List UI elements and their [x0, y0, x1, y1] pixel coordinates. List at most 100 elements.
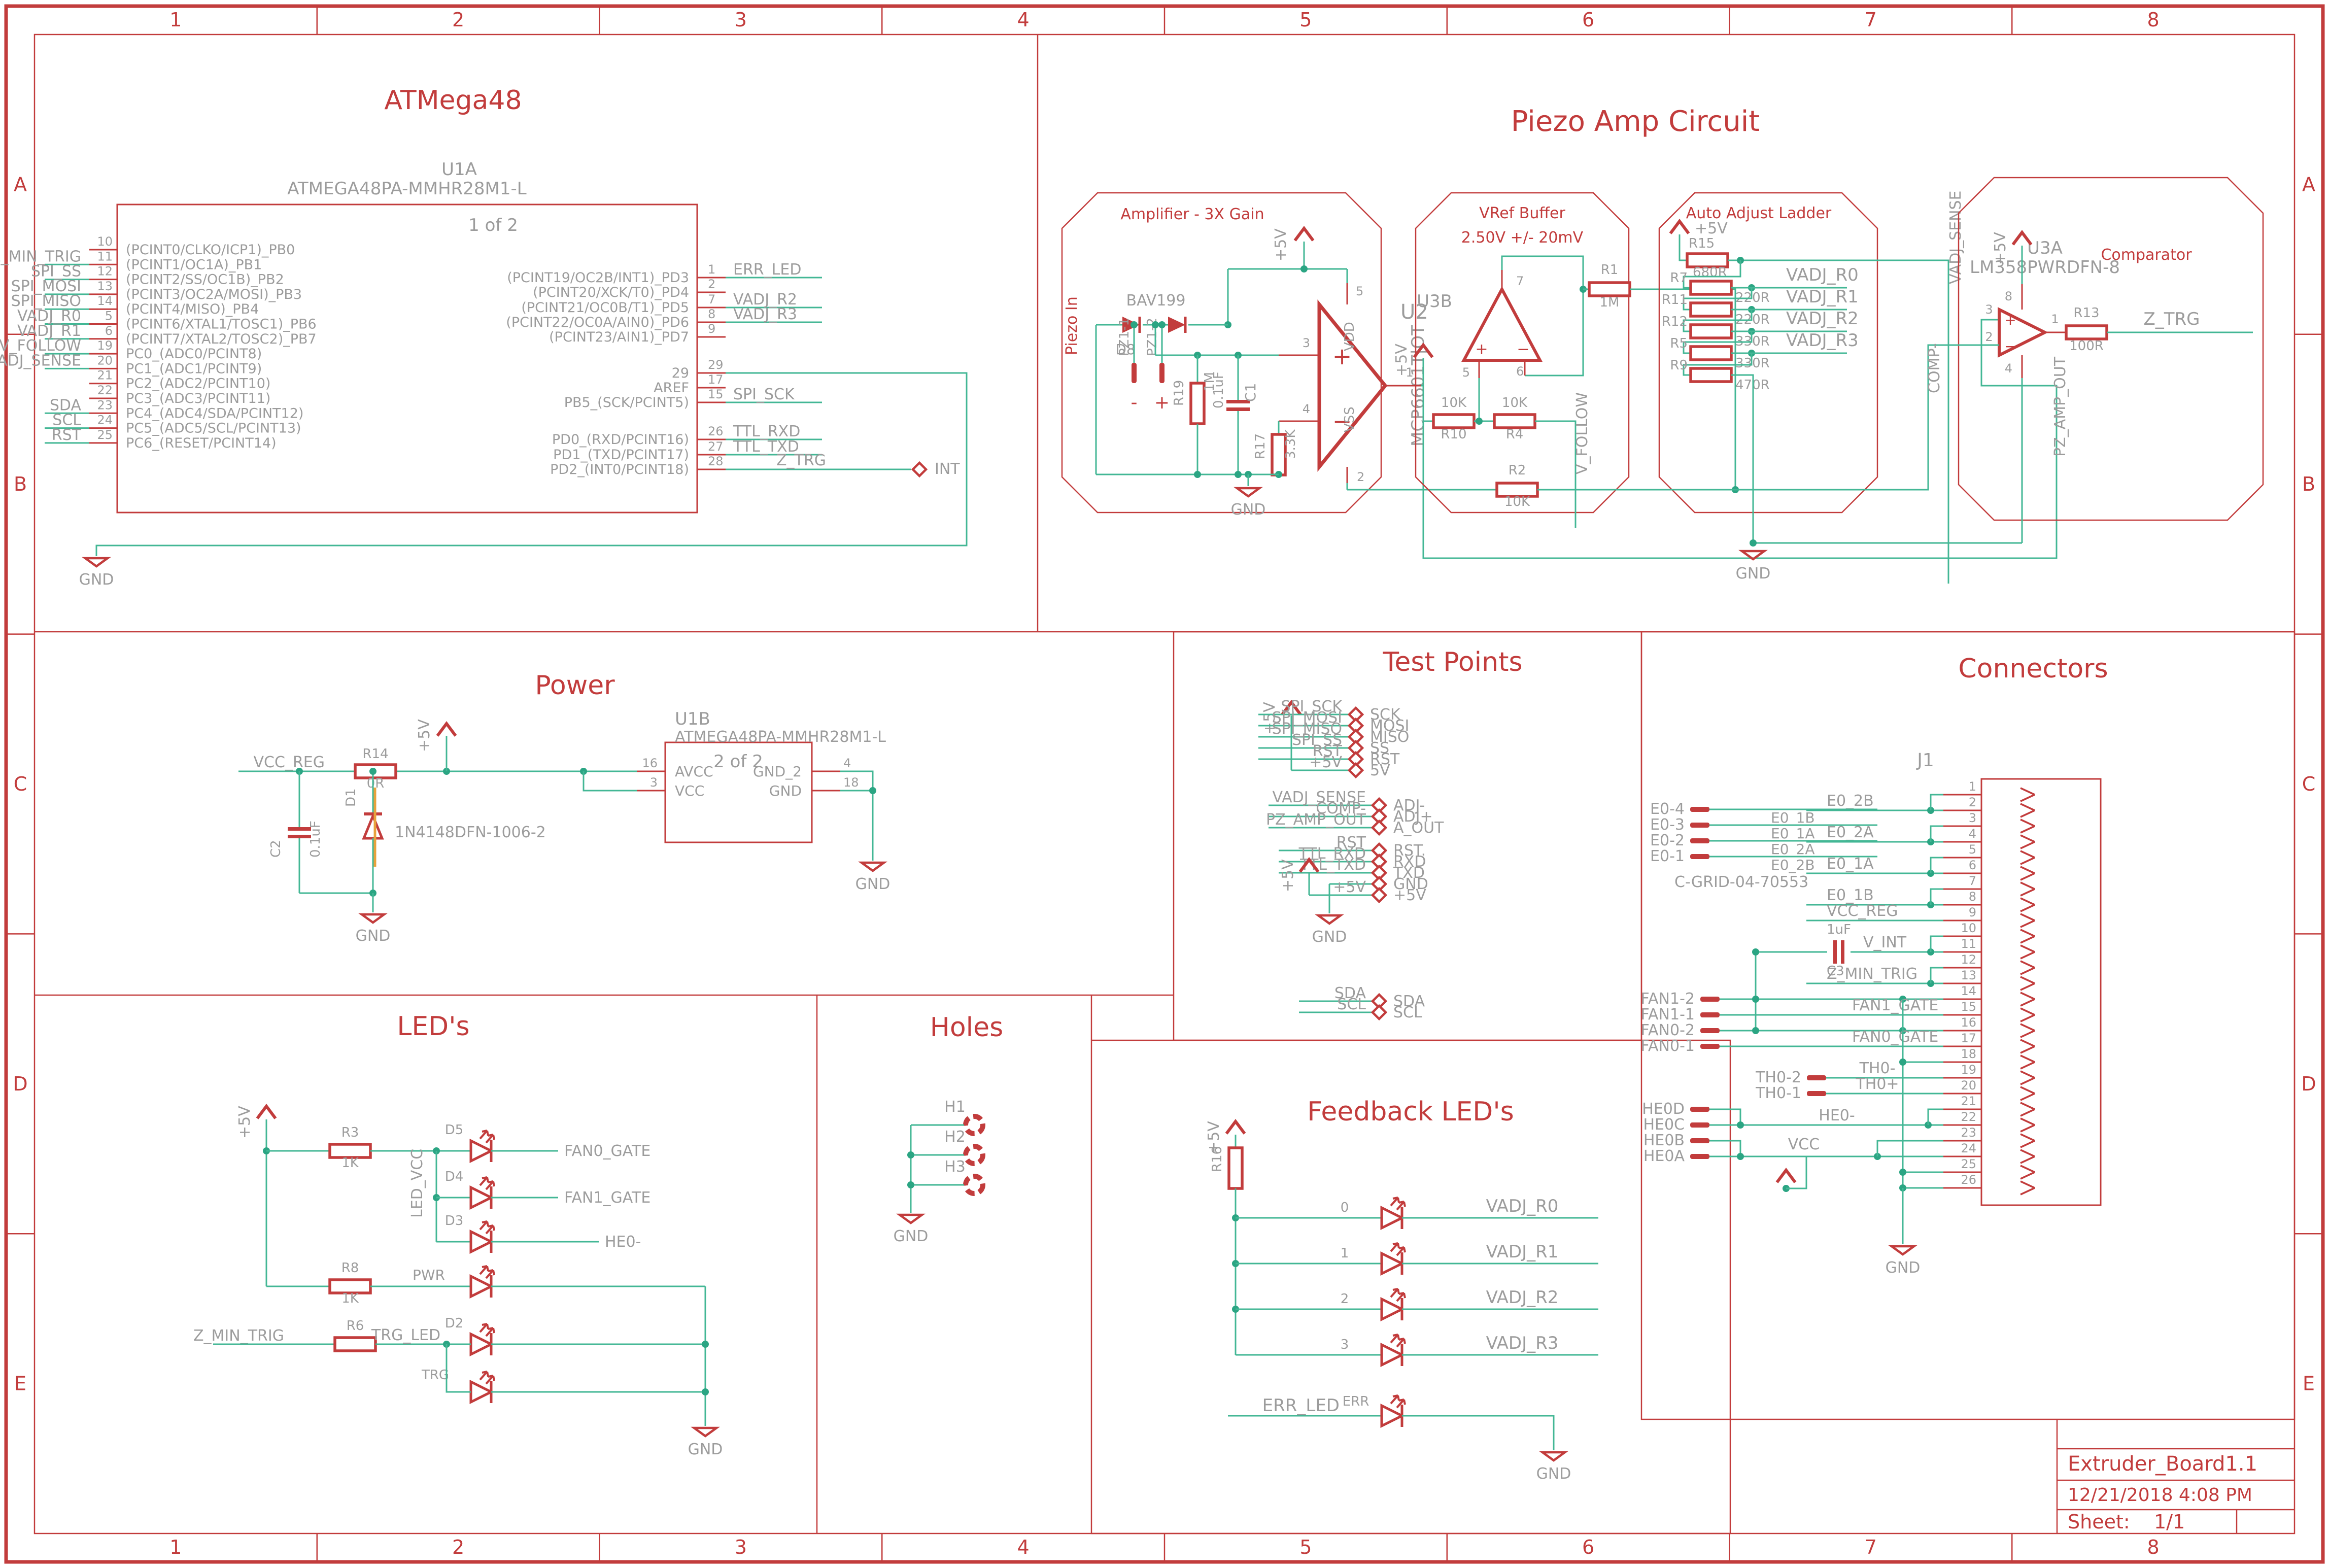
- net-wire: [1930, 857, 1943, 873]
- junction-dot: [1152, 321, 1159, 328]
- led-arrow-icon: [482, 1130, 488, 1133]
- junction-dot: [702, 1388, 709, 1395]
- label: C2: [268, 840, 284, 858]
- terminal-icon: [1690, 1138, 1709, 1143]
- led-arrow-icon: [482, 1220, 488, 1223]
- pin-name: PD2_(INT0/PCINT18): [550, 462, 689, 478]
- pin-arrow-icon: [2020, 998, 2035, 1007]
- led-arrow-icon: [492, 1181, 495, 1187]
- testpoint-icon: [1371, 1004, 1388, 1021]
- pin-number: 15: [1961, 1000, 1976, 1014]
- pin-name: PD0_(RXD/PCINT16): [552, 432, 689, 448]
- pin-number: 2: [1341, 1291, 1349, 1307]
- led-arrow-icon: [488, 1180, 494, 1183]
- pin-number: 16: [1961, 1015, 1976, 1030]
- net-label: COMP-: [1926, 343, 1943, 393]
- pin-arrow-icon: [2020, 850, 2035, 859]
- net-label: E0_1B: [1771, 809, 1815, 826]
- +5v-arrow-icon: [1293, 226, 1315, 242]
- pin-arrow-icon: [2020, 929, 2035, 937]
- pin-arrow-icon: [2020, 976, 2035, 984]
- label: 2: [1985, 330, 1993, 344]
- label: VDD: [1342, 322, 1357, 351]
- junction-dot: [1899, 1169, 1906, 1176]
- terminal-icon: [1807, 1075, 1826, 1080]
- pin-arrow-icon: [2020, 888, 2035, 897]
- label: 0.1uF: [1211, 371, 1226, 408]
- terminal-label: FAN0-2: [1641, 1021, 1695, 1039]
- led-arrow-icon: [485, 1180, 494, 1190]
- net-label: PZ_AMP_OUT: [1266, 811, 1366, 829]
- testpoint-icon: [911, 461, 928, 478]
- net-wire: [1683, 260, 1741, 289]
- resistor: [1432, 413, 1476, 429]
- net-label: E0_1A: [1827, 855, 1874, 873]
- pin-number: 17: [708, 372, 724, 387]
- pin-arrow-icon: [2020, 1102, 2035, 1110]
- junction-dot: [1899, 1059, 1906, 1066]
- label: R14: [362, 746, 388, 762]
- terminal-icon: [1690, 823, 1709, 828]
- net-wire: [1728, 259, 1949, 584]
- pin-name: (PCINT21/OC0B/T1)_PD5: [521, 300, 689, 316]
- label: 1: [1406, 365, 1413, 380]
- junction-dot: [869, 787, 876, 794]
- pin-number: 5: [105, 309, 113, 323]
- led-arrow-icon: [488, 1134, 494, 1137]
- label: -: [1131, 392, 1138, 413]
- tp-name: INT: [935, 460, 960, 478]
- pin-arrow-icon: [2020, 1030, 2035, 1038]
- label: −: [1332, 407, 1352, 435]
- opamp-triangle: [1317, 299, 1388, 472]
- resistor: [1689, 367, 1733, 383]
- label: +5V: [416, 719, 433, 752]
- label: GND: [1736, 565, 1771, 583]
- terminal-icon: [1690, 1154, 1709, 1159]
- label: 7: [1516, 274, 1524, 288]
- pin-number: 4: [1969, 827, 1976, 841]
- doc-title: Extruder_Board1.1: [2068, 1452, 2257, 1476]
- label: +5V: [1279, 859, 1297, 892]
- pin-number: 27: [708, 439, 724, 454]
- hole-label: H1: [944, 1098, 966, 1116]
- led-arrow-icon: [1396, 1246, 1405, 1256]
- pin-arrow-icon: [2020, 866, 2035, 874]
- gnd-symbol-icon: [358, 913, 388, 924]
- label: R19: [1172, 380, 1187, 406]
- label: 1M: [1202, 372, 1217, 392]
- grid-row-label: E: [14, 1373, 26, 1395]
- pin-number: 12: [97, 264, 113, 279]
- net-label: V_FOLLOW: [0, 337, 81, 355]
- pin-arrow-icon: [2020, 787, 2035, 796]
- label: 1N4148DFN-1006-2: [395, 824, 546, 841]
- led-icon: [469, 1332, 494, 1357]
- label: 0.1uF: [308, 821, 323, 858]
- section-title-feedback: Feedback LED's: [1307, 1097, 1514, 1127]
- pin-number: 9: [708, 322, 715, 336]
- led-arrow-icon: [1392, 1197, 1398, 1200]
- led-arrow-icon: [492, 1375, 495, 1381]
- led-arrow-icon: [486, 1266, 489, 1272]
- led-arrow-icon: [1396, 1399, 1405, 1409]
- block-title: Amplifier - 3X Gain: [1120, 206, 1264, 223]
- label: 3: [1985, 302, 1993, 317]
- section-title-leds: LED's: [397, 1011, 469, 1042]
- grid-row-label: D: [2301, 1073, 2316, 1095]
- pin-number: 25: [1961, 1157, 1976, 1171]
- net-label: TTL_RXD: [733, 423, 800, 440]
- ref-u1a: U1A: [441, 159, 477, 180]
- net-wire: [1930, 967, 1943, 983]
- pin-arrow-icon: [2020, 904, 2035, 912]
- tp-name: SS: [1370, 739, 1389, 757]
- pin-arrow-icon: [2020, 992, 2035, 1000]
- label: 5: [1356, 284, 1363, 298]
- junction-dot: [907, 1181, 914, 1188]
- section-title-atmega: ATMega48: [384, 85, 522, 116]
- label: 3: [650, 775, 658, 790]
- pin-number: 25: [97, 428, 113, 442]
- terminal-label: FAN1-1: [1641, 1006, 1695, 1024]
- label: +5V: [236, 1106, 254, 1139]
- led-arrow-icon: [1396, 1338, 1405, 1348]
- terminal-icon: [1807, 1091, 1826, 1096]
- net-label: VADJ_SENSE: [1947, 190, 1965, 284]
